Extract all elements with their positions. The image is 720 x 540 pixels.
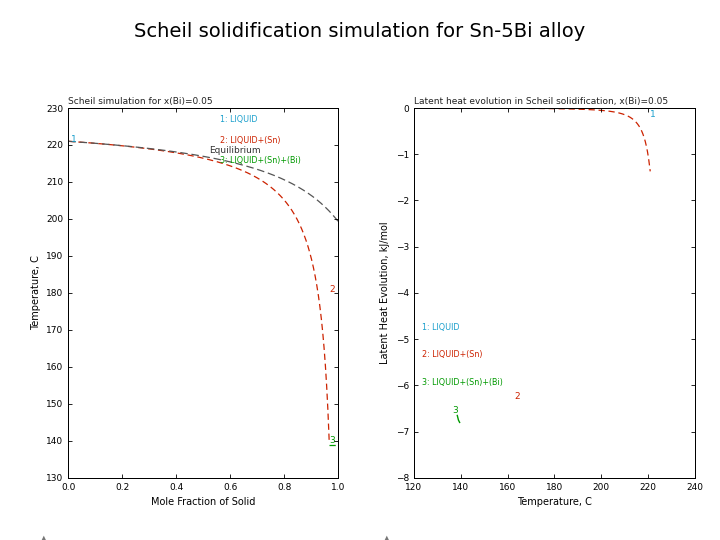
- X-axis label: Temperature, C: Temperature, C: [517, 497, 592, 507]
- Text: 3: 3: [329, 436, 335, 446]
- X-axis label: Mole Fraction of Solid: Mole Fraction of Solid: [151, 497, 256, 507]
- Text: 2: 2: [329, 285, 335, 294]
- Text: 3: LIQUID+(Sn)+(Bi): 3: LIQUID+(Sn)+(Bi): [220, 156, 300, 165]
- Text: 1: LIQUID: 1: LIQUID: [423, 322, 460, 332]
- Text: 2: 2: [515, 393, 521, 401]
- Text: Scheil solidification simulation for Sn-5Bi alloy: Scheil solidification simulation for Sn-…: [135, 22, 585, 40]
- Text: 2: LIQUID+(Sn): 2: LIQUID+(Sn): [220, 136, 280, 145]
- Text: ▲: ▲: [39, 534, 48, 540]
- Text: 2: LIQUID+(Sn): 2: LIQUID+(Sn): [423, 350, 483, 359]
- Text: Scheil simulation for x(Bi)=0.05: Scheil simulation for x(Bi)=0.05: [68, 97, 213, 106]
- Text: 3: LIQUID+(Sn)+(Bi): 3: LIQUID+(Sn)+(Bi): [423, 378, 503, 387]
- Text: 1: 1: [650, 110, 656, 119]
- Y-axis label: Latent Heat Evolution, kJ/mol: Latent Heat Evolution, kJ/mol: [380, 221, 390, 364]
- Text: Latent heat evolution in Scheil solidification, x(Bi)=0.05: Latent heat evolution in Scheil solidifi…: [414, 97, 668, 106]
- Text: 3: 3: [453, 407, 459, 415]
- Y-axis label: Temperature, C: Temperature, C: [31, 255, 41, 330]
- Text: 1: LIQUID: 1: LIQUID: [220, 116, 257, 124]
- Text: Equilibrium: Equilibrium: [209, 146, 261, 155]
- Text: 1: 1: [71, 135, 77, 144]
- Text: ▲: ▲: [382, 534, 392, 540]
